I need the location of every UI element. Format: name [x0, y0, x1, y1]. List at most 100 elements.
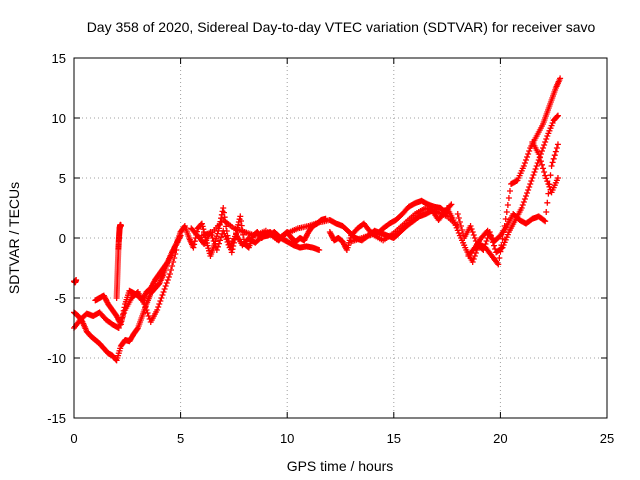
x-tick-label: 15: [387, 431, 401, 446]
data-point: [119, 314, 126, 321]
series-trace-l: [465, 141, 561, 259]
data-point: [217, 237, 224, 244]
data-point: [199, 223, 206, 230]
data-point: [551, 152, 558, 159]
data-point: [470, 232, 477, 238]
data-point: [222, 233, 229, 240]
data-point: [118, 318, 125, 324]
data-point: [546, 183, 553, 190]
data-point: [162, 283, 169, 289]
data-point: [471, 253, 478, 259]
data-point: [191, 238, 198, 245]
data-point: [157, 298, 164, 304]
data-point: [522, 157, 529, 163]
data-point: [220, 227, 227, 234]
data-point: [544, 178, 551, 185]
data-point: [520, 163, 527, 169]
data-point: [482, 241, 489, 247]
data-point: [220, 209, 227, 216]
data-point: [467, 223, 474, 229]
data-point: [238, 222, 245, 229]
data-point: [471, 235, 478, 241]
data-point: [235, 221, 242, 228]
data-point: [223, 236, 230, 243]
data-point: [480, 247, 487, 253]
chart-title: Day 358 of 2020, Sidereal Day-to-day VTE…: [87, 19, 596, 35]
data-point: [525, 187, 532, 193]
data-point: [469, 229, 476, 235]
data-point: [166, 271, 173, 277]
data-point: [540, 145, 547, 151]
data-point: [163, 280, 170, 286]
data-point: [499, 235, 506, 242]
data-point: [524, 190, 531, 196]
data-point: [543, 175, 550, 182]
data-point: [528, 178, 535, 184]
data-point: [218, 234, 225, 241]
data-point: [470, 256, 477, 262]
data-point: [533, 163, 540, 169]
data-point: [120, 307, 127, 314]
data-point: [543, 209, 550, 215]
data-point: [554, 175, 561, 181]
data-point: [214, 243, 221, 250]
data-point: [159, 292, 166, 298]
data-point: [454, 211, 461, 217]
data-point: [200, 226, 207, 233]
data-point: [522, 193, 529, 199]
data-point: [115, 325, 122, 331]
y-tick-label: 0: [59, 231, 66, 246]
data-point: [554, 112, 561, 119]
data-point: [144, 310, 151, 316]
data-points: [71, 75, 564, 364]
data-point: [542, 218, 549, 225]
data-point: [503, 209, 510, 215]
data-point: [469, 259, 476, 265]
data-point: [191, 241, 198, 248]
data-point: [155, 304, 162, 310]
data-point: [121, 304, 128, 311]
data-point: [541, 142, 548, 148]
data-point: [505, 195, 512, 201]
data-point: [165, 274, 172, 280]
data-point: [145, 313, 152, 319]
data-point: [228, 249, 235, 256]
series-trace-k: [454, 112, 561, 256]
series-trace-start: [71, 277, 80, 286]
data-point: [530, 172, 537, 178]
y-tick-label: 15: [52, 51, 66, 66]
data-point: [456, 219, 463, 225]
data-point: [521, 160, 528, 166]
x-tick-label: 10: [280, 431, 294, 446]
data-point: [550, 155, 557, 162]
data-point: [520, 199, 527, 205]
x-tick-label: 0: [70, 431, 77, 446]
data-point: [161, 286, 168, 292]
x-tick-label: 20: [493, 431, 507, 446]
data-point: [224, 239, 231, 245]
data-point: [455, 215, 462, 221]
data-point: [543, 136, 550, 142]
data-point: [169, 263, 176, 269]
data-point: [468, 226, 475, 232]
series-trace-m: [529, 139, 561, 196]
data-point: [541, 217, 548, 224]
data-point: [540, 165, 547, 172]
data-point: [220, 205, 227, 211]
data-point: [502, 216, 509, 222]
data-point: [526, 148, 533, 154]
data-point: [535, 151, 542, 157]
axis-ticks: 0 5 10 15 20 25 -15 -10 -5 0 5 10 15: [47, 51, 614, 446]
data-point: [171, 255, 178, 261]
data-point: [154, 307, 161, 313]
data-point: [209, 235, 216, 241]
data-point: [518, 205, 525, 211]
data-point: [524, 154, 531, 160]
data-point: [160, 289, 167, 295]
data-point: [120, 311, 127, 318]
data-point: [542, 139, 549, 145]
data-point: [496, 255, 503, 261]
data-point: [534, 160, 541, 166]
data-point: [521, 196, 528, 202]
